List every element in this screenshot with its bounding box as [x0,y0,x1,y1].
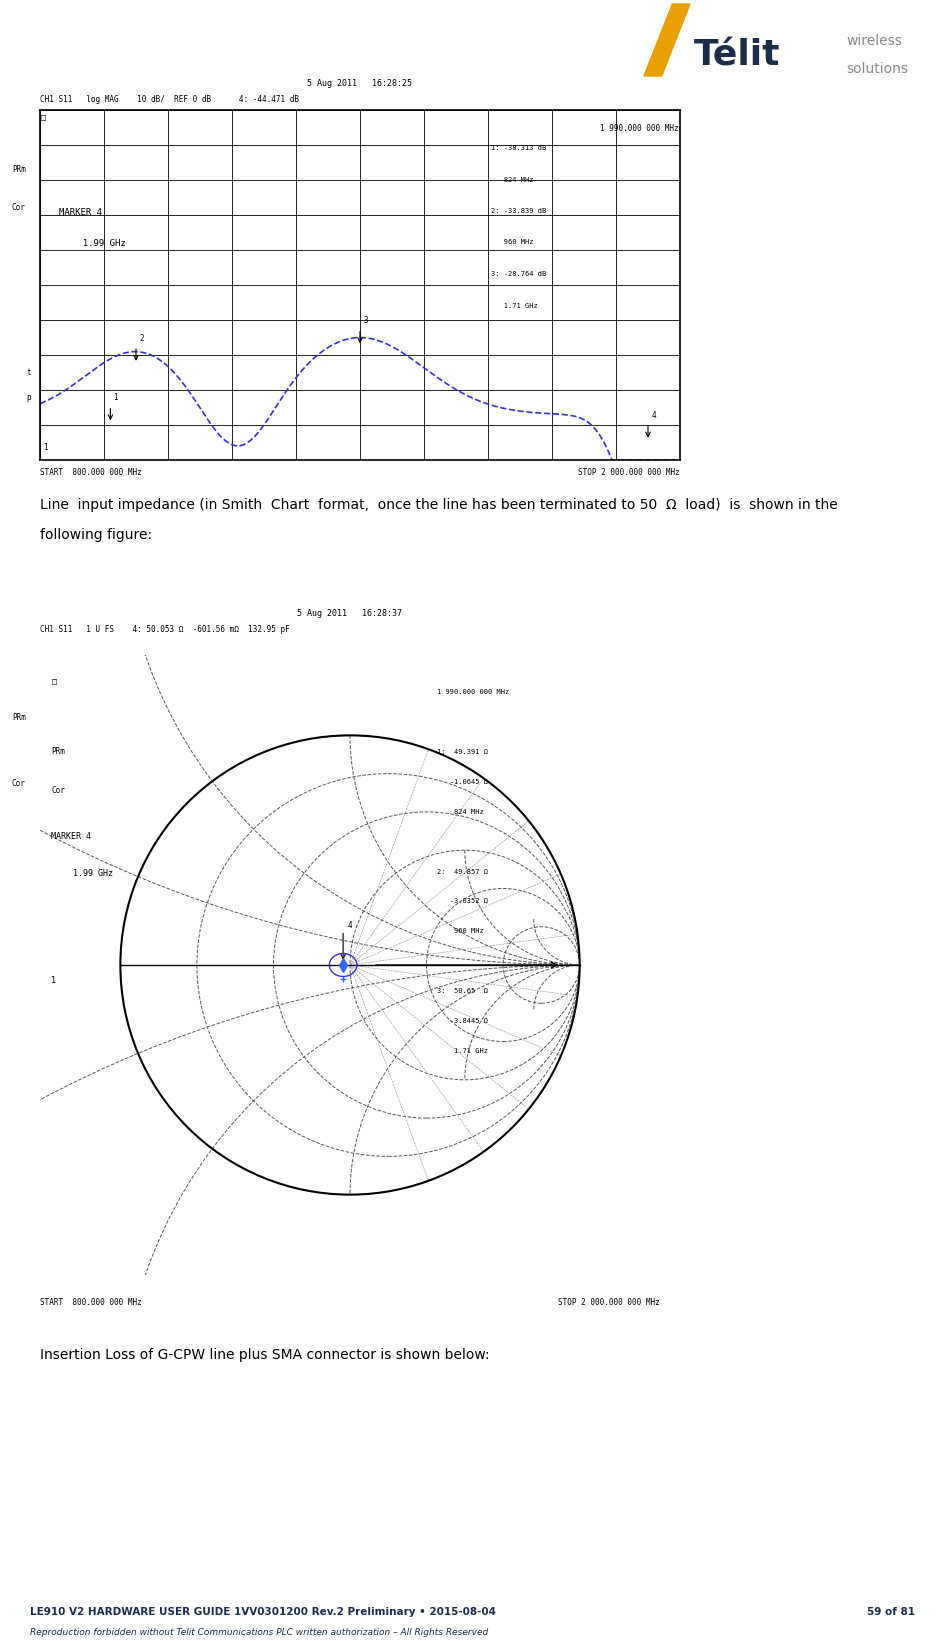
Text: -1.0645 Ω: -1.0645 Ω [437,779,488,784]
Text: 3: 3 [362,317,367,325]
Text: 4: 4 [347,921,352,930]
Text: 824 MHz: 824 MHz [437,809,483,816]
Text: -3.8445 Ω: -3.8445 Ω [437,1017,488,1024]
Text: 3: -28.764 dB: 3: -28.764 dB [491,271,546,277]
Text: 1: 1 [113,394,118,402]
Text: Cor: Cor [51,786,65,794]
Text: PRm: PRm [12,714,25,722]
Text: 1: 1 [43,443,48,451]
Text: Cor: Cor [12,778,25,788]
Text: Insertion Loss of G-CPW line plus SMA connector is shown below:: Insertion Loss of G-CPW line plus SMA co… [40,1347,489,1362]
Text: Line  input impedance (in Smith  Chart  format,  once the line has been terminat: Line input impedance (in Smith Chart for… [40,497,837,512]
Text: Reproduction forbidden without Telit Communications PLC written authorization – : Reproduction forbidden without Telit Com… [30,1628,488,1638]
Polygon shape [643,3,689,75]
Text: Cor: Cor [12,203,25,212]
Text: 3:  50.65  Ω: 3: 50.65 Ω [437,988,488,994]
Text: 4: 4 [650,410,655,420]
Text: 1.99 GHz: 1.99 GHz [63,868,113,878]
Text: p: p [26,392,30,402]
Text: 1: -38.313 dB: 1: -38.313 dB [491,144,546,151]
Text: 2:  49.857 Ω: 2: 49.857 Ω [437,868,488,875]
Text: wireless: wireless [846,33,902,48]
Text: □: □ [51,678,57,688]
Text: 1.99 GHz: 1.99 GHz [72,240,126,248]
Text: following figure:: following figure: [40,528,152,542]
Text: MARKER 4: MARKER 4 [59,208,102,217]
Text: □: □ [41,113,45,123]
Text: 960 MHz: 960 MHz [437,929,483,934]
Text: CH1 S11   1 U FS    4: 50.053 Ω  -601.56 mΩ  132.95 pF: CH1 S11 1 U FS 4: 50.053 Ω -601.56 mΩ 13… [40,625,290,633]
Text: START  800.000 000 MHz: START 800.000 000 MHz [40,1298,142,1306]
Text: 1 990.000 000 MHz: 1 990.000 000 MHz [437,689,509,696]
Text: solutions: solutions [846,62,907,77]
Text: 2: -33.839 dB: 2: -33.839 dB [491,208,546,213]
Text: START  800.000 000 MHz: START 800.000 000 MHz [40,468,142,478]
Text: t: t [26,368,30,377]
Text: STOP 2 000.000 000 MHz: STOP 2 000.000 000 MHz [578,468,680,478]
Text: 5 Aug 2011   16:28:25: 5 Aug 2011 16:28:25 [307,79,413,89]
Text: 1.71 GHz: 1.71 GHz [437,1047,488,1054]
Text: STOP 2 000.000 000 MHz: STOP 2 000.000 000 MHz [558,1298,659,1306]
Text: MARKER 4: MARKER 4 [51,832,92,840]
Text: -3.0352 Ω: -3.0352 Ω [437,898,488,904]
Text: LE910 V2 HARDWARE USER GUIDE 1VV0301200 Rev.2 Preliminary • 2015-08-04: LE910 V2 HARDWARE USER GUIDE 1VV0301200 … [30,1607,496,1616]
Text: 824 MHz: 824 MHz [491,177,533,182]
Text: PRm: PRm [12,166,25,174]
Text: 960 MHz: 960 MHz [491,240,533,246]
Text: 1.71 GHz: 1.71 GHz [491,302,537,309]
Text: PRm: PRm [51,747,65,757]
Text: 5 Aug 2011   16:28:37: 5 Aug 2011 16:28:37 [297,609,402,619]
Text: 59 of 81: 59 of 81 [866,1607,914,1616]
Text: 2: 2 [139,333,143,343]
Text: 1 990.000 000 MHz: 1 990.000 000 MHz [599,125,678,133]
Text: Télit: Télit [693,38,780,72]
Text: CH1 S11   log MAG    10 dB/  REF 0 dB      4: -44.471 dB: CH1 S11 log MAG 10 dB/ REF 0 dB 4: -44.4… [40,95,298,103]
Text: 1:  49.391 Ω: 1: 49.391 Ω [437,750,488,755]
Text: 1: 1 [51,976,57,986]
